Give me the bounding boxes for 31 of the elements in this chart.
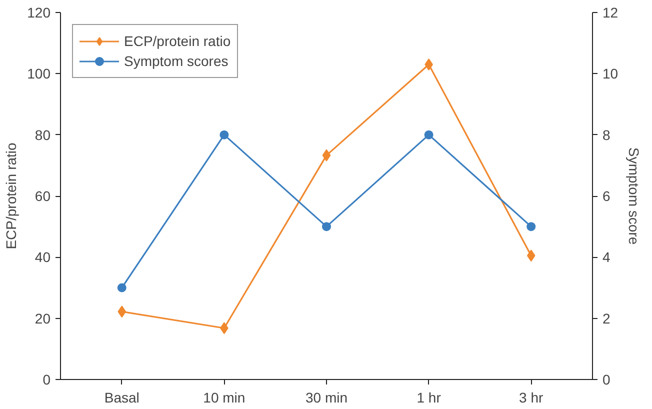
point	[526, 222, 536, 232]
y2-tick-label: 12	[602, 4, 618, 20]
y2-tick-label: 10	[602, 66, 618, 82]
y-tick-label: 60	[34, 188, 51, 204]
y2-tick-label: 4	[602, 249, 610, 266]
y-tick-label: 20	[34, 310, 51, 326]
y2-tick-label: 8	[602, 126, 610, 143]
y-tick-label: 0	[42, 372, 51, 388]
y2-axis-title: Symptom score	[626, 147, 642, 245]
y2-tick-label: 0	[602, 372, 610, 388]
y-axis-title: ECP/protein ratio	[3, 142, 20, 250]
y-tick-label: 100	[27, 66, 51, 82]
point	[322, 222, 331, 232]
x-tick-label: 1 hr	[416, 390, 442, 406]
point	[424, 130, 434, 140]
point	[117, 283, 126, 292]
legend-label: Symptom scores	[124, 53, 228, 69]
y2-tick-label: 6	[602, 188, 610, 204]
x-tick-label: 10 min	[203, 390, 246, 406]
y-tick-label: 40	[34, 249, 51, 266]
x-tick-label: 3 hr	[519, 390, 544, 406]
point	[526, 250, 536, 262]
x-tick-label: Basal	[104, 390, 140, 406]
point	[322, 149, 331, 162]
legend-label: ECP/protein ratio	[124, 33, 231, 49]
x-tick-label: 30 min	[305, 390, 348, 406]
y-tick-label: 120	[27, 4, 51, 20]
y2-tick-label: 2	[602, 310, 610, 326]
point	[220, 130, 229, 140]
y-tick-label: 80	[34, 126, 51, 143]
point	[118, 306, 126, 318]
